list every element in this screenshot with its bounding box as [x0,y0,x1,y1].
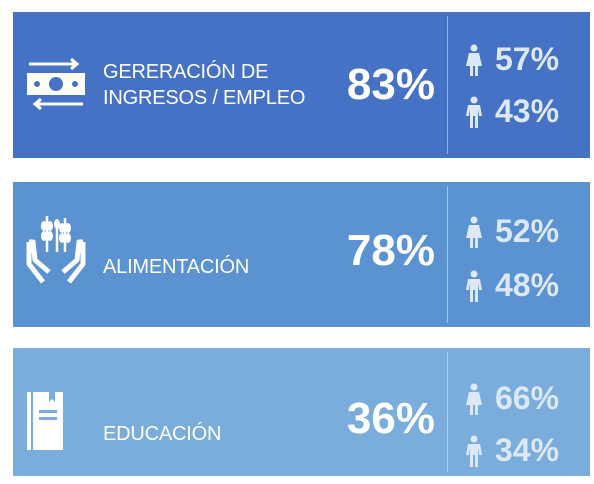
card: GERERACIÓN DE INGRESOS / EMPLEO 83% 57% … [13,12,590,158]
label: EDUCACIÓN [103,421,221,447]
male-icon [466,96,482,128]
male-row: 43% [465,94,585,128]
male-pct: 48% [495,267,560,303]
male-row: 48% [465,268,585,302]
male-icon [466,435,482,467]
label-line: GERERACIÓN DE [103,61,269,83]
label: ALIMENTACIÓN [103,254,249,280]
card: EDUCACIÓN 36% 66% 34% [13,348,590,476]
divider [447,16,448,154]
female-row: 57% [465,42,585,76]
total: 83% [346,60,435,109]
money-icon [27,58,85,110]
female-pct: 52% [495,213,560,249]
label-line: INGRESOS / EMPLEO [103,87,306,109]
male-pct: 43% [495,93,560,129]
label-line: EDUCACIÓN [103,423,222,445]
total: 78% [346,226,435,275]
total: 36% [346,394,435,443]
female-icon [466,44,482,76]
label-line: ALIMENTACIÓN [103,256,250,278]
divider [447,352,448,472]
female-icon [466,383,482,415]
female-icon [466,216,482,248]
male-pct: 34% [495,432,560,468]
divider [447,186,448,323]
male-icon [466,270,482,302]
female-pct: 66% [495,380,560,416]
label: GERERACIÓN DE INGRESOS / EMPLEO [103,59,305,111]
female-row: 52% [465,214,585,248]
card: ALIMENTACIÓN 78% 52% 48% [13,182,590,327]
food-icon [26,216,86,284]
male-row: 34% [465,433,585,467]
female-row: 66% [465,381,585,415]
female-pct: 57% [495,41,560,77]
book-icon [27,392,63,450]
